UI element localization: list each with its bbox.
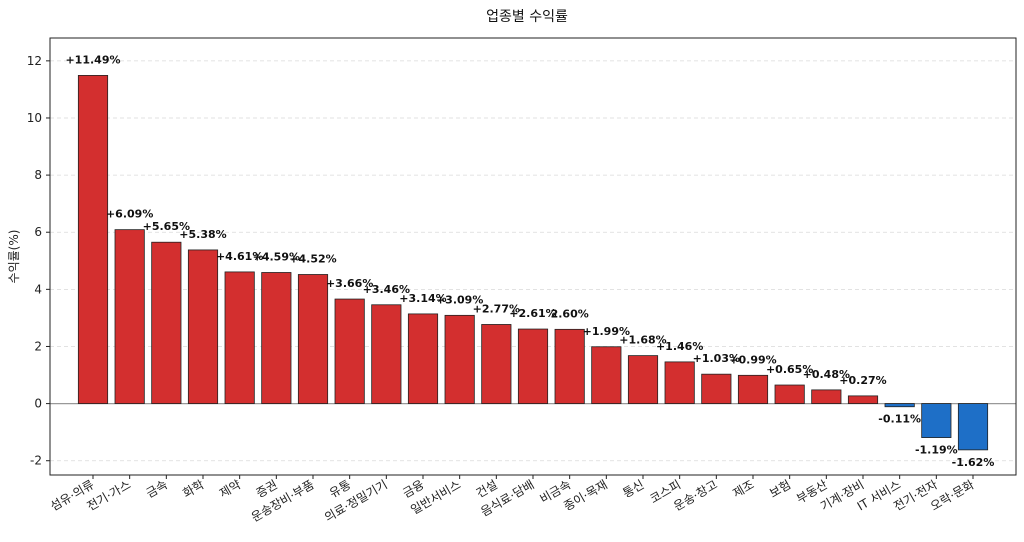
bar	[554, 328, 585, 404]
bar	[847, 395, 879, 404]
bar-value-label: -1.19%	[915, 444, 958, 457]
bar-value-label: +0.99%	[729, 353, 776, 366]
y-tick-label: 10	[27, 111, 42, 125]
bar	[114, 229, 145, 404]
bar-value-label: +3.09%	[436, 293, 483, 306]
bar-value-label: +2.77%	[473, 302, 520, 315]
bar-value-label: +4.59%	[253, 250, 300, 263]
bar	[591, 346, 622, 404]
y-tick-label: 12	[27, 54, 42, 68]
bar-value-label: +11.49%	[65, 53, 120, 66]
bar-value-label: +1.68%	[619, 334, 666, 347]
x-tick-label: 금속	[144, 477, 170, 500]
x-tick-label: 통신	[620, 477, 646, 500]
bar-value-label: +6.09%	[106, 208, 153, 221]
bar-value-label: +1.99%	[583, 325, 630, 338]
bar	[774, 384, 805, 404]
y-tick-label: 8	[34, 168, 42, 182]
bar	[921, 403, 952, 438]
bar	[151, 241, 182, 404]
bar-value-label: +0.27%	[839, 374, 886, 387]
y-axis: -2 0 2 4 6 8 10 12	[27, 54, 50, 468]
bar	[811, 389, 842, 404]
y-tick-label: 4	[34, 282, 42, 296]
chart-title: 업종별 수익률	[486, 9, 568, 25]
y-tick-label: 0	[34, 397, 42, 411]
bar	[884, 403, 915, 408]
bar-value-label: 2.60%	[551, 307, 589, 320]
bar	[701, 373, 732, 404]
bar	[297, 274, 329, 404]
bar	[957, 403, 989, 451]
y-axis-label: 수익률(%)	[7, 230, 21, 284]
bar	[187, 249, 219, 404]
bar	[261, 272, 292, 404]
bar	[444, 314, 475, 404]
bar-value-label: -1.62%	[952, 456, 995, 469]
bar	[517, 328, 549, 404]
bar	[224, 271, 255, 404]
bar	[407, 313, 439, 404]
bar-value-label: +3.66%	[326, 277, 373, 290]
bar-value-label: +5.65%	[143, 220, 190, 233]
bar	[737, 374, 769, 404]
bar-value-label: +1.46%	[656, 340, 703, 353]
x-tick-label: 화학	[180, 477, 206, 500]
bar-value-label: -0.11%	[878, 413, 921, 426]
bar-value-label: +0.65%	[766, 363, 813, 376]
bar-value-label: +3.46%	[363, 283, 410, 296]
x-tick-label: 제약	[217, 477, 244, 501]
bar	[481, 324, 512, 404]
bars	[77, 75, 989, 451]
bar-value-label: +4.52%	[289, 252, 336, 265]
y-tick-label: 2	[34, 339, 42, 353]
y-tick-label: 6	[34, 225, 42, 239]
bar-value-label: +5.38%	[179, 228, 226, 241]
bar-value-label: +4.61%	[216, 250, 263, 263]
x-tick-label: 제조	[730, 477, 756, 500]
bar-value-label: +0.48%	[803, 368, 850, 381]
x-tick-label: 보험	[767, 477, 793, 500]
bar	[627, 355, 659, 404]
y-tick-label: -2	[30, 454, 42, 468]
bar-value-label: +2.61%	[509, 307, 556, 320]
bar	[77, 75, 109, 404]
bar	[334, 298, 365, 404]
value-labels: +11.49% +6.09%+5.65%+5.38% +4.61%+4.59%+4.…	[65, 53, 994, 468]
bar	[664, 361, 695, 404]
bar	[371, 304, 402, 404]
bar-value-label: +3.14%	[399, 292, 446, 305]
bar-value-label: +1.03%	[693, 352, 740, 365]
